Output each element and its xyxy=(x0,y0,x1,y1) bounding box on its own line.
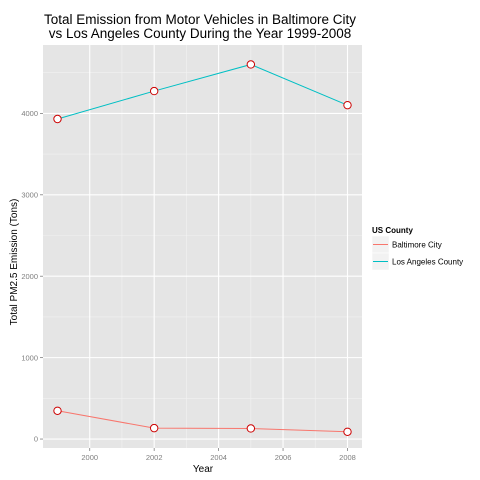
y-tick-label: 3000 xyxy=(21,191,38,200)
chart-subtitle: vs Los Angeles County During the Year 19… xyxy=(49,26,351,41)
x-tick-label: 2008 xyxy=(339,453,356,462)
y-axis-title: Total PM2.5 Emission (Tons) xyxy=(9,199,20,326)
plot-panel xyxy=(43,45,362,448)
data-point xyxy=(53,406,62,415)
y-tick-label: 1000 xyxy=(21,353,38,362)
x-tick-label: 2004 xyxy=(210,453,227,462)
x-tick-label: 2000 xyxy=(81,453,98,462)
x-axis-title: Year xyxy=(193,464,214,475)
legend-label: Los Angeles County xyxy=(392,258,463,267)
chart-title: Total Emission from Motor Vehicles in Ba… xyxy=(44,12,356,27)
legend-label: Baltimore City xyxy=(392,241,442,250)
grid-lines xyxy=(43,45,362,448)
series-layer xyxy=(53,60,352,436)
data-point xyxy=(149,423,159,433)
data-point xyxy=(149,86,159,96)
data-point xyxy=(343,100,352,110)
y-tick-label: 2000 xyxy=(21,272,38,281)
data-point xyxy=(53,114,62,124)
data-point xyxy=(343,427,352,436)
x-axis: 2000 2002 2004 2006 2008 xyxy=(81,448,356,462)
y-axis: 0 1000 2000 3000 4000 xyxy=(21,109,43,444)
y-tick-label: 4000 xyxy=(21,109,38,118)
data-point xyxy=(246,60,256,69)
x-tick-label: 2002 xyxy=(146,453,163,462)
data-point xyxy=(246,424,256,433)
y-tick-label: 0 xyxy=(34,435,38,444)
x-tick-label: 2006 xyxy=(275,453,292,462)
series-line xyxy=(57,63,348,120)
legend: US County Baltimore City Los Angeles Coun… xyxy=(371,226,463,271)
legend-title: US County xyxy=(372,226,413,235)
series-line xyxy=(57,410,348,433)
